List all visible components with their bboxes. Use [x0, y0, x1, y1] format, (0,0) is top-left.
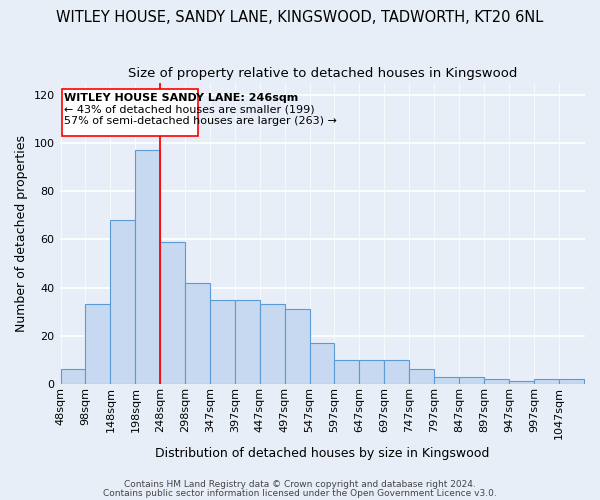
Bar — [160, 242, 185, 384]
Bar — [310, 343, 334, 384]
Bar — [509, 382, 534, 384]
Bar — [110, 220, 136, 384]
Bar — [534, 379, 559, 384]
Bar — [260, 304, 284, 384]
Bar — [359, 360, 385, 384]
Text: WITLEY HOUSE, SANDY LANE, KINGSWOOD, TADWORTH, KT20 6NL: WITLEY HOUSE, SANDY LANE, KINGSWOOD, TAD… — [56, 10, 544, 25]
Bar — [136, 150, 160, 384]
Text: ← 43% of detached houses are smaller (199): ← 43% of detached houses are smaller (19… — [64, 104, 314, 115]
Text: 57% of semi-detached houses are larger (263) →: 57% of semi-detached houses are larger (… — [64, 116, 337, 126]
Text: Contains public sector information licensed under the Open Government Licence v3: Contains public sector information licen… — [103, 488, 497, 498]
Bar — [62, 89, 198, 136]
Bar — [434, 376, 459, 384]
Bar — [185, 283, 210, 384]
Bar — [459, 376, 484, 384]
Bar — [235, 300, 260, 384]
Text: WITLEY HOUSE SANDY LANE: 246sqm: WITLEY HOUSE SANDY LANE: 246sqm — [64, 92, 298, 102]
Y-axis label: Number of detached properties: Number of detached properties — [15, 135, 28, 332]
X-axis label: Distribution of detached houses by size in Kingswood: Distribution of detached houses by size … — [155, 447, 490, 460]
Bar — [484, 379, 509, 384]
Bar — [409, 370, 434, 384]
Bar — [61, 370, 85, 384]
Bar — [334, 360, 359, 384]
Bar — [385, 360, 409, 384]
Text: Contains HM Land Registry data © Crown copyright and database right 2024.: Contains HM Land Registry data © Crown c… — [124, 480, 476, 489]
Bar — [210, 300, 235, 384]
Bar — [559, 379, 584, 384]
Bar — [284, 310, 310, 384]
Bar — [85, 304, 110, 384]
Title: Size of property relative to detached houses in Kingswood: Size of property relative to detached ho… — [128, 68, 517, 80]
